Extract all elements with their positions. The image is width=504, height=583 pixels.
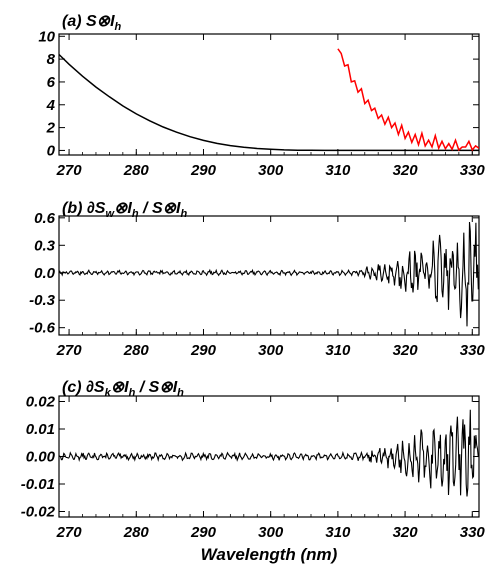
panel-b: (b) ∂Sw⊗Ih / S⊗Ih 0.60.30.0-0.3-0.6 270 2… <box>29 200 485 359</box>
panel-a-x-ticks: 270 280 290 300 310 320 330 <box>56 34 486 179</box>
x-tick-label: 270 <box>56 342 83 359</box>
panel-c-title: (c) ∂Sk⊗Ih / S⊗Ih <box>62 379 184 399</box>
y-tick-label: 10 <box>38 28 55 45</box>
y-tick-label: 0.0 <box>34 265 56 282</box>
x-tick-label: 330 <box>460 342 486 359</box>
x-axis-label: Wavelength (nm) <box>201 545 338 564</box>
panel-b-series <box>59 221 479 327</box>
panel-b-y-ticks: 0.6 0.3 0.0 -0.3 -0.6 <box>29 210 479 337</box>
x-tick-label: 300 <box>258 342 284 359</box>
panel-a-title: (a) S⊗Ih <box>62 13 122 33</box>
y-tick-label: -0.3 <box>29 292 56 309</box>
y-tick-label: 6 <box>47 74 56 91</box>
panel-a-series <box>59 48 479 152</box>
panel-a-y-ticks: 0 2 4 6 8 10 <box>38 28 479 159</box>
y-tick-label: -0.02 <box>21 504 56 521</box>
panel-c-x-ticks: 270 280 290 300 310 320 330 <box>56 396 486 541</box>
y-tick-label: 0.3 <box>34 237 56 254</box>
x-tick-label: 300 <box>258 524 284 541</box>
y-tick-label: 0.6 <box>34 210 56 227</box>
x-tick-label: 290 <box>190 524 217 541</box>
y-tick-label: 0.01 <box>26 421 55 438</box>
x-tick-label: 310 <box>325 524 351 541</box>
y-tick-label: -0.01 <box>21 476 55 493</box>
panel-b-x-ticks: 270 280 290 300 310 320 330 <box>56 216 486 359</box>
x-tick-label: 290 <box>190 342 217 359</box>
panel-b-title: (b) ∂Sw⊗Ih / S⊗Ih <box>62 200 187 220</box>
panel-c-y-ticks: 0.02 0.01 0.00 -0.01 -0.02 <box>21 394 479 521</box>
x-tick-label: 280 <box>123 342 150 359</box>
series-line-1 <box>337 48 479 152</box>
x-tick-label: 330 <box>460 524 486 541</box>
x-tick-label: 320 <box>393 524 419 541</box>
panel-a-frame <box>58 33 480 156</box>
series-line-0 <box>59 221 479 327</box>
x-tick-label: 320 <box>393 342 419 359</box>
x-tick-label: 270 <box>56 162 83 179</box>
x-tick-label: 280 <box>123 524 150 541</box>
x-tick-label: 290 <box>190 162 217 179</box>
x-tick-label: 330 <box>460 162 486 179</box>
x-tick-label: 280 <box>123 162 150 179</box>
panel-c-series <box>59 409 479 497</box>
x-tick-label: 320 <box>393 162 419 179</box>
y-tick-label: 8 <box>47 51 56 68</box>
y-tick-label: 4 <box>46 97 56 114</box>
x-tick-label: 310 <box>325 162 351 179</box>
y-tick-label: -0.6 <box>29 320 56 337</box>
series-line-0 <box>59 53 479 152</box>
y-tick-label: 0 <box>47 142 56 159</box>
panel-c: (c) ∂Sk⊗Ih / S⊗Ih 0.02 0.01 0.00 -0.01 -0.02… <box>21 379 486 564</box>
y-tick-label: 0.02 <box>26 394 56 411</box>
x-tick-label: 270 <box>56 524 83 541</box>
x-tick-label: 310 <box>325 342 351 359</box>
y-tick-label: 2 <box>46 120 56 137</box>
panel-b-frame <box>58 215 480 336</box>
x-tick-label: 300 <box>258 162 284 179</box>
series-line-0 <box>59 409 479 497</box>
panel-a: (a) S⊗Ih 0 2 4 6 8 10 270 280 290 300 310 320 330 <box>38 13 485 179</box>
y-tick-label: 0.00 <box>26 449 56 466</box>
